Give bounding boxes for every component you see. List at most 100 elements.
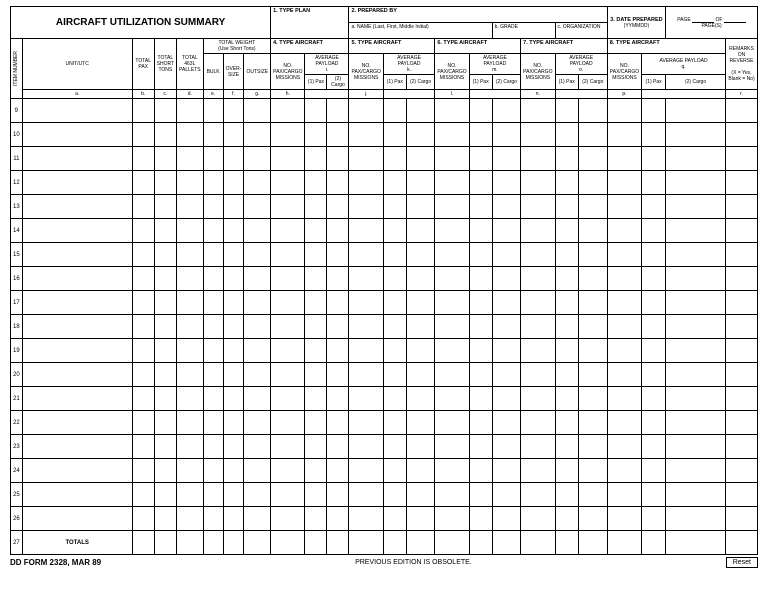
cell[interactable]: [492, 363, 521, 387]
cell[interactable]: [271, 267, 305, 291]
page-total-field[interactable]: [724, 16, 746, 23]
cell[interactable]: [132, 387, 154, 411]
cell[interactable]: [726, 483, 758, 507]
cell[interactable]: [578, 435, 607, 459]
cell[interactable]: [203, 507, 223, 531]
cell[interactable]: [492, 99, 521, 123]
cell[interactable]: [349, 243, 383, 267]
cell[interactable]: [666, 435, 726, 459]
cell[interactable]: [327, 339, 349, 363]
cell[interactable]: [305, 363, 327, 387]
cell[interactable]: [22, 387, 132, 411]
cell[interactable]: [607, 219, 641, 243]
cell[interactable]: [244, 147, 271, 171]
cell[interactable]: [132, 363, 154, 387]
cell[interactable]: [349, 291, 383, 315]
cell[interactable]: [349, 339, 383, 363]
cell[interactable]: [244, 435, 271, 459]
cell[interactable]: [22, 339, 132, 363]
cell[interactable]: [244, 123, 271, 147]
cell[interactable]: [435, 291, 469, 315]
cell[interactable]: [244, 219, 271, 243]
cell[interactable]: [271, 171, 305, 195]
cell[interactable]: [349, 195, 383, 219]
cell[interactable]: [271, 507, 305, 531]
cell[interactable]: [177, 363, 204, 387]
cell[interactable]: [607, 363, 641, 387]
cell[interactable]: [203, 219, 223, 243]
cell[interactable]: [469, 171, 492, 195]
cell[interactable]: [642, 147, 666, 171]
cell[interactable]: [271, 315, 305, 339]
cell[interactable]: [435, 339, 469, 363]
cell[interactable]: [469, 291, 492, 315]
cell[interactable]: [244, 411, 271, 435]
cell[interactable]: [154, 363, 176, 387]
cell[interactable]: [607, 315, 641, 339]
cell[interactable]: [521, 411, 555, 435]
cell[interactable]: [154, 99, 176, 123]
cell[interactable]: [383, 291, 406, 315]
cell[interactable]: [383, 411, 406, 435]
cell[interactable]: [492, 507, 521, 531]
cell[interactable]: [203, 195, 223, 219]
cell[interactable]: [555, 195, 578, 219]
cell[interactable]: [435, 315, 469, 339]
cell[interactable]: [383, 267, 406, 291]
cell[interactable]: [22, 411, 132, 435]
cell[interactable]: [521, 171, 555, 195]
cell[interactable]: [327, 123, 349, 147]
cell[interactable]: [22, 315, 132, 339]
cell[interactable]: [327, 411, 349, 435]
cell[interactable]: [578, 339, 607, 363]
cell[interactable]: [244, 363, 271, 387]
cell[interactable]: [177, 339, 204, 363]
cell[interactable]: [244, 267, 271, 291]
cell[interactable]: [244, 243, 271, 267]
cell[interactable]: [607, 123, 641, 147]
cell[interactable]: [666, 387, 726, 411]
cell[interactable]: [177, 483, 204, 507]
cell[interactable]: [244, 315, 271, 339]
cell[interactable]: [469, 243, 492, 267]
cell[interactable]: [666, 243, 726, 267]
cell[interactable]: [406, 339, 435, 363]
cell[interactable]: [383, 363, 406, 387]
cell[interactable]: [607, 267, 641, 291]
cell[interactable]: [555, 171, 578, 195]
cell[interactable]: [666, 411, 726, 435]
cell[interactable]: [492, 315, 521, 339]
cell[interactable]: [666, 99, 726, 123]
cell[interactable]: [435, 459, 469, 483]
cell[interactable]: [327, 99, 349, 123]
cell[interactable]: [607, 339, 641, 363]
cell[interactable]: [406, 267, 435, 291]
cell[interactable]: [726, 411, 758, 435]
cell[interactable]: [223, 411, 244, 435]
cell[interactable]: [469, 459, 492, 483]
cell[interactable]: [271, 195, 305, 219]
cell[interactable]: [177, 459, 204, 483]
cell[interactable]: [203, 123, 223, 147]
cell[interactable]: [435, 363, 469, 387]
cell[interactable]: [469, 123, 492, 147]
cell[interactable]: [435, 435, 469, 459]
cell[interactable]: [555, 315, 578, 339]
cell[interactable]: [555, 363, 578, 387]
cell[interactable]: [642, 123, 666, 147]
cell[interactable]: [132, 411, 154, 435]
cell[interactable]: [22, 219, 132, 243]
cell[interactable]: [492, 387, 521, 411]
cell[interactable]: [305, 435, 327, 459]
cell[interactable]: [607, 387, 641, 411]
cell[interactable]: [154, 147, 176, 171]
cell[interactable]: [642, 291, 666, 315]
cell[interactable]: [726, 507, 758, 531]
cell[interactable]: [327, 315, 349, 339]
cell[interactable]: [435, 411, 469, 435]
cell[interactable]: [305, 315, 327, 339]
cell[interactable]: [406, 483, 435, 507]
cell[interactable]: [406, 411, 435, 435]
cell[interactable]: [578, 267, 607, 291]
cell[interactable]: [642, 243, 666, 267]
